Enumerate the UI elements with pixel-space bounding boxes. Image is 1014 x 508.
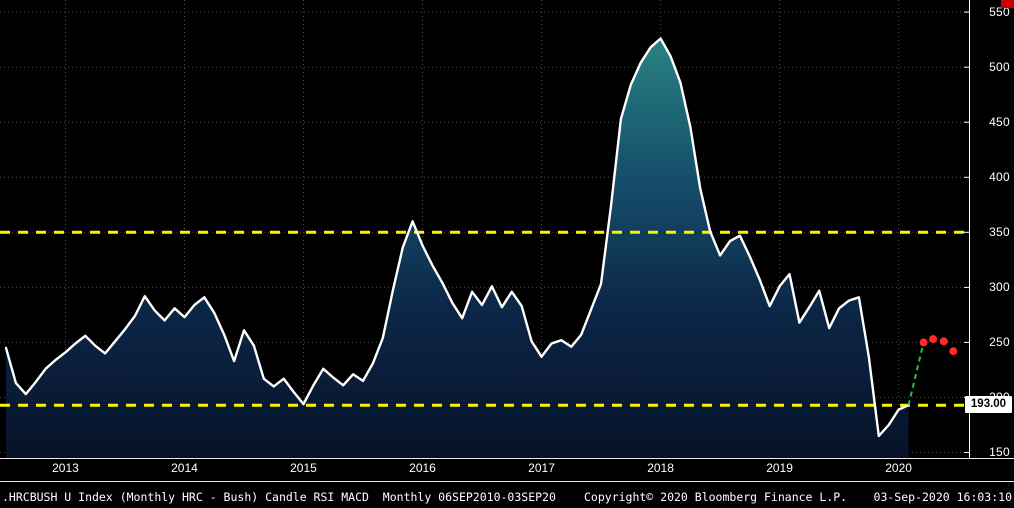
forecast-dot xyxy=(949,347,958,356)
x-axis-label: 2014 xyxy=(171,461,198,475)
y-axis-label: 250 xyxy=(989,335,1010,350)
forecast-dot xyxy=(929,335,938,344)
y-axis-label: 300 xyxy=(989,280,1010,295)
forecast-connector-line xyxy=(907,342,925,406)
y-axis-label: 400 xyxy=(989,170,1010,185)
y-axis: 150200250300350400450500550 xyxy=(970,0,1014,460)
chart-plot[interactable] xyxy=(0,0,970,458)
alert-corner-marker xyxy=(1001,0,1014,8)
y-axis-label: 450 xyxy=(989,115,1010,130)
x-axis-label: 2015 xyxy=(290,461,317,475)
x-axis-label: 2018 xyxy=(647,461,674,475)
last-price-label: 193.00 xyxy=(965,396,1012,414)
price-area xyxy=(6,38,909,458)
y-axis-label: 500 xyxy=(989,60,1010,75)
timestamp: 03-Sep-2020 16:03:10 xyxy=(873,490,1012,504)
forecast-dot xyxy=(919,338,928,347)
x-axis-label: 2017 xyxy=(528,461,555,475)
forecast-dot xyxy=(939,337,948,346)
price-line xyxy=(4,37,910,438)
y-axis-label: 150 xyxy=(989,445,1010,460)
y-axis-label: 350 xyxy=(989,225,1010,240)
x-axis-label: 2016 xyxy=(409,461,436,475)
x-axis: 2013 2014 2015 2016 2017 2018 2019 2020 xyxy=(0,461,970,479)
x-axis-label: 2020 xyxy=(885,461,912,475)
copyright-text: Copyright© 2020 Bloomberg Finance L.P. xyxy=(584,490,848,504)
x-axis-label: 2013 xyxy=(52,461,79,475)
footer-divider-line xyxy=(0,481,1014,482)
security-description: .HRCBUSH U Index (Monthly HRC - Bush) Ca… xyxy=(2,490,556,504)
x-axis-line xyxy=(0,458,1014,459)
y-axis-label: 550 xyxy=(989,5,1010,20)
status-bar: .HRCBUSH U Index (Monthly HRC - Bush) Ca… xyxy=(0,485,1014,508)
x-axis-label: 2019 xyxy=(766,461,793,475)
